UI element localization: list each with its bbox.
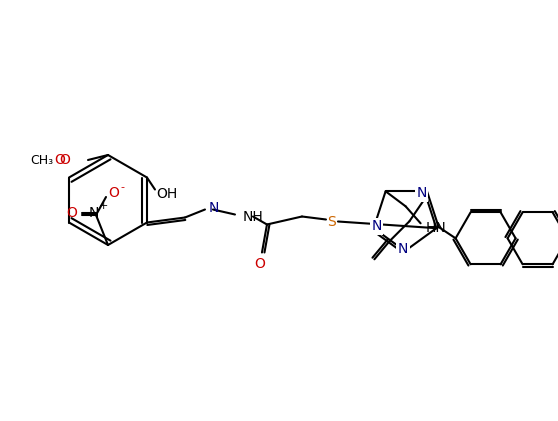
- Text: N: N: [372, 219, 382, 233]
- Text: N: N: [89, 206, 99, 220]
- Text: OH: OH: [156, 187, 177, 200]
- Text: +: +: [98, 201, 108, 211]
- Text: O: O: [55, 153, 65, 167]
- Text: N: N: [209, 200, 219, 215]
- Text: O: O: [254, 258, 266, 272]
- Text: O: O: [66, 206, 78, 220]
- Text: N: N: [398, 242, 408, 256]
- Text: N: N: [416, 187, 426, 200]
- Text: O: O: [59, 153, 70, 167]
- Text: CH₃: CH₃: [30, 154, 53, 166]
- Text: NH: NH: [243, 210, 264, 224]
- Text: HN: HN: [426, 221, 446, 235]
- Text: O: O: [109, 186, 119, 200]
- Text: S: S: [328, 215, 336, 229]
- Text: -: -: [120, 182, 124, 192]
